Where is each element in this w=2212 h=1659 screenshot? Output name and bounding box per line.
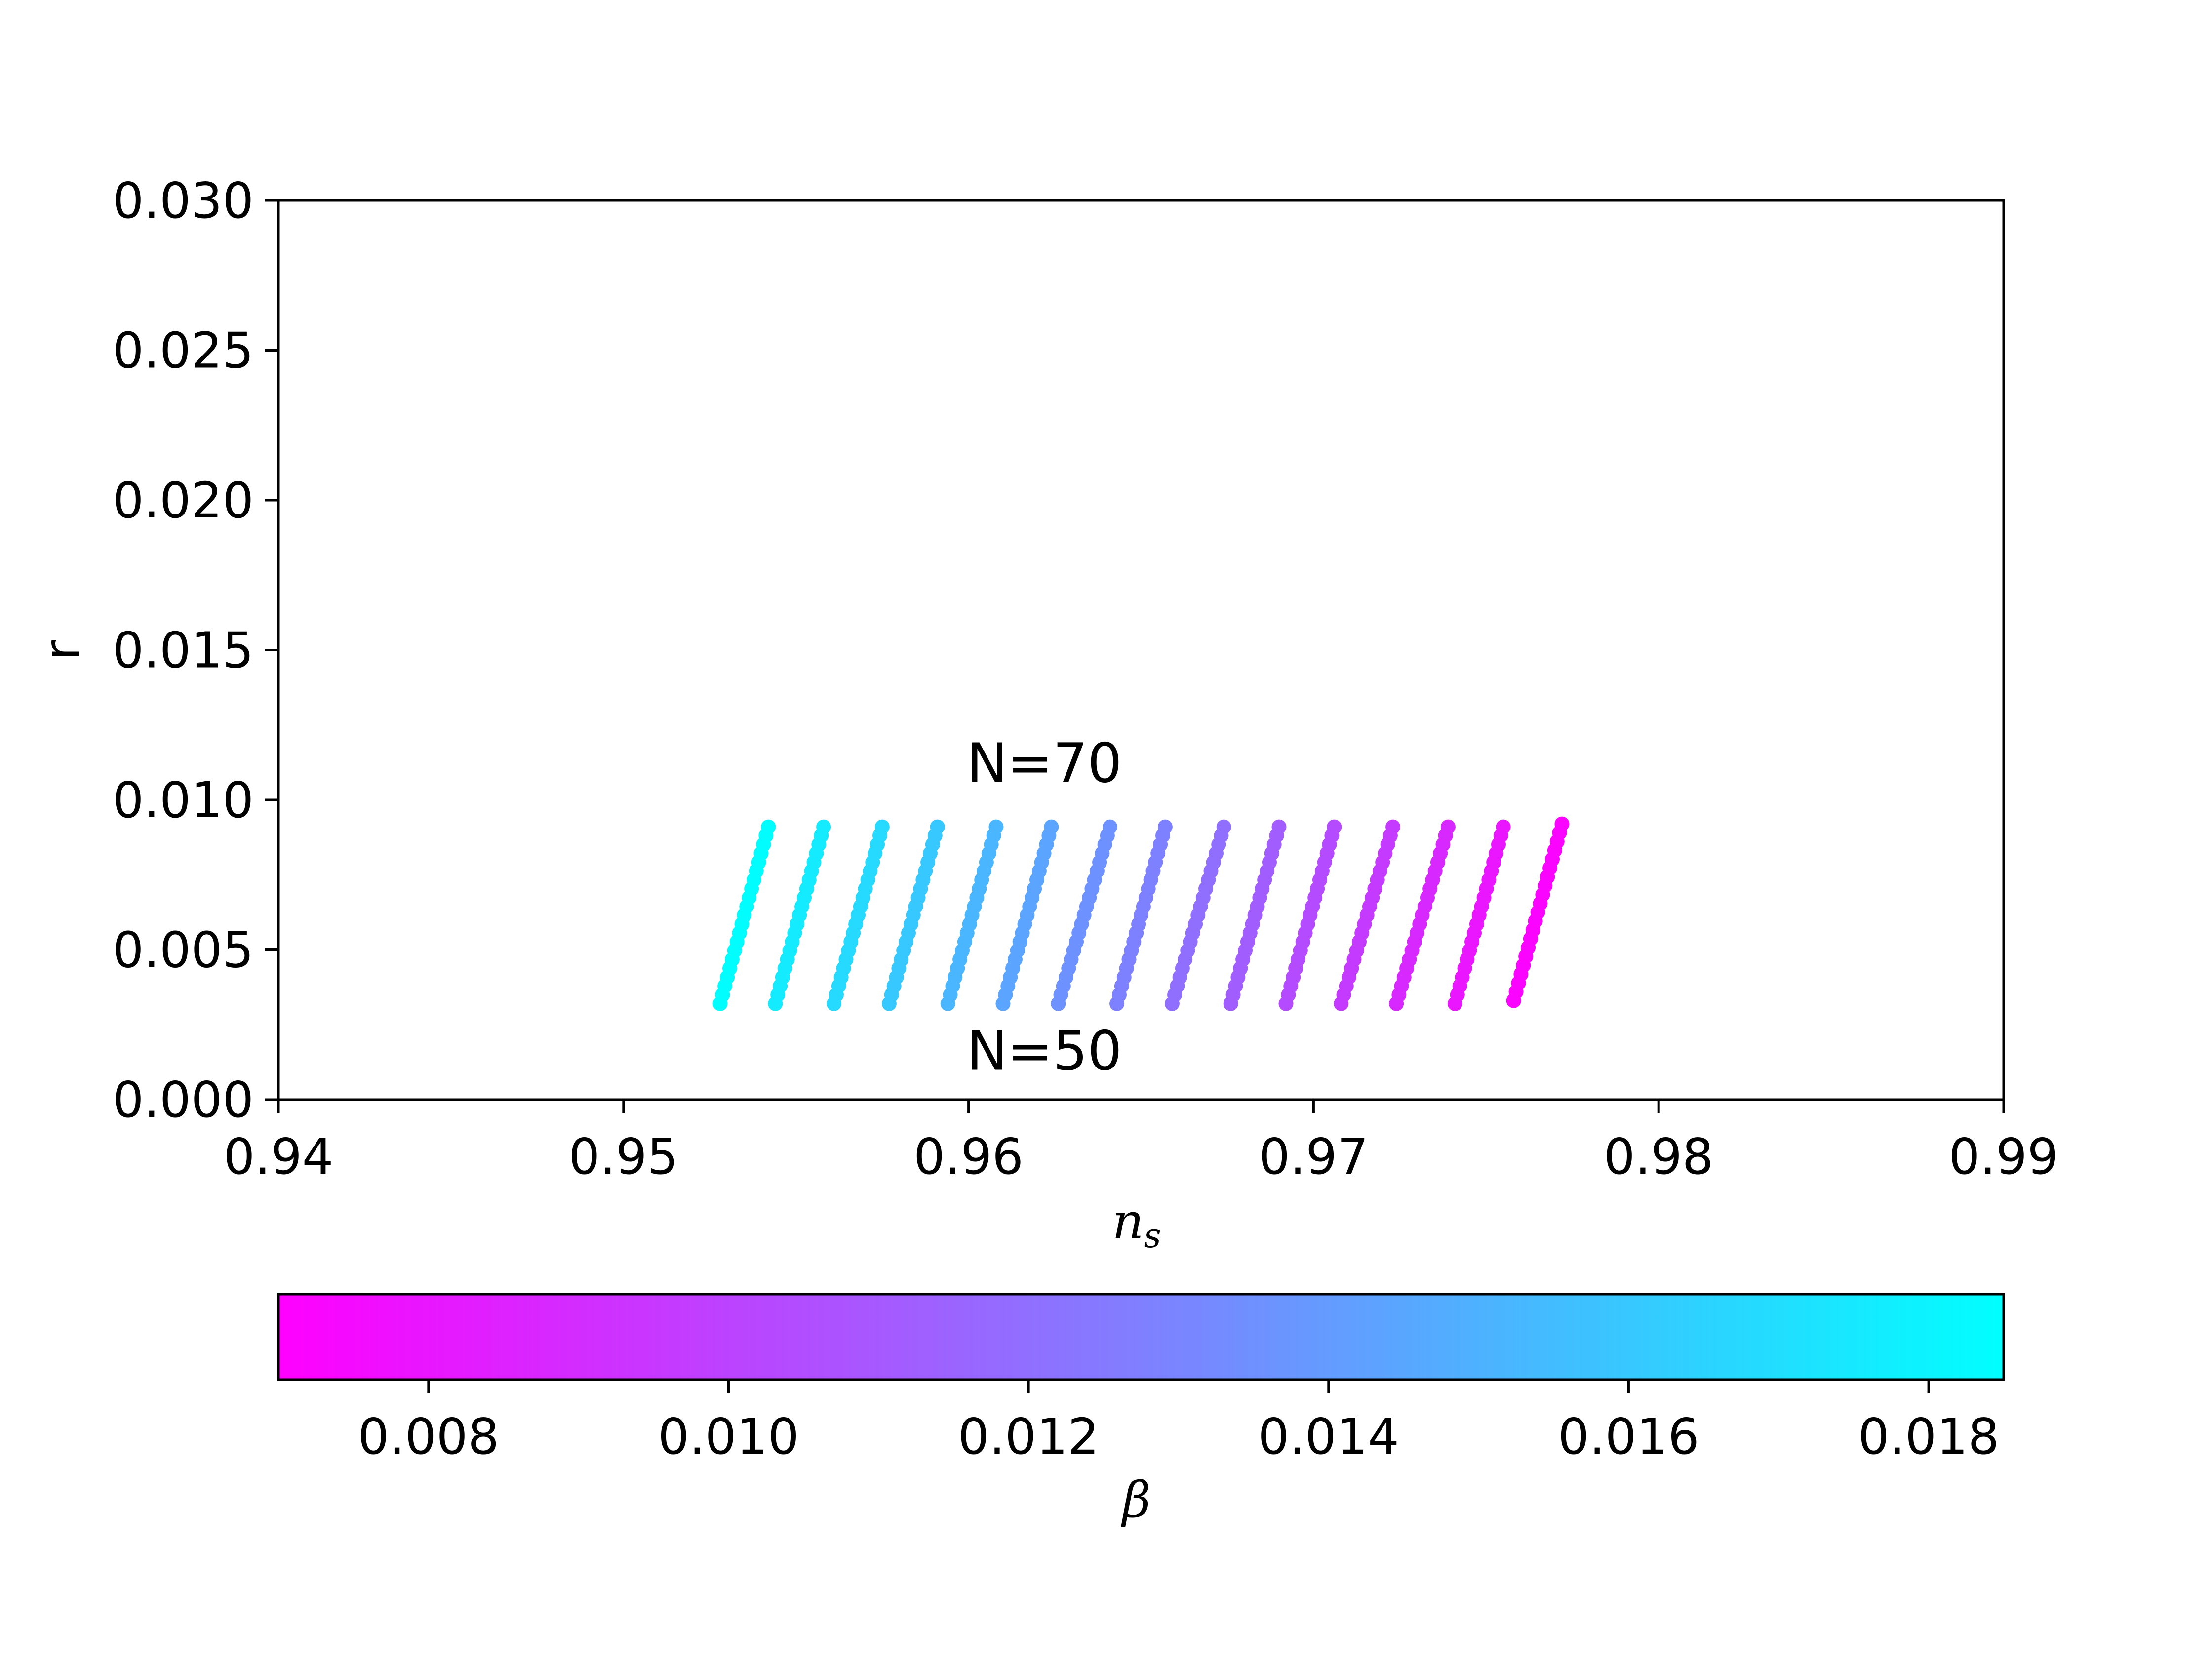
data-point xyxy=(761,819,776,834)
colorbar-tick-label: 0.018 xyxy=(1858,1408,1999,1465)
data-point xyxy=(816,819,831,834)
data-point xyxy=(1385,819,1401,834)
series-beta-7 xyxy=(1109,819,1173,1011)
colorbar-frame xyxy=(277,1293,2005,1381)
plot-area xyxy=(278,200,2004,1100)
y-tick-label: 0.025 xyxy=(113,322,254,380)
colorbar-tick-label: 0.014 xyxy=(1258,1408,1399,1465)
data-point xyxy=(1440,819,1456,834)
data-point xyxy=(930,819,945,834)
series-beta-8 xyxy=(1164,819,1231,1011)
series-beta-9 xyxy=(1223,819,1287,1011)
data-point xyxy=(1327,819,1342,834)
series-beta-4 xyxy=(940,819,1004,1011)
colorbar-tick-label: 0.012 xyxy=(958,1408,1099,1465)
data-point xyxy=(874,819,890,834)
y-tick-label: 0.020 xyxy=(113,472,254,529)
series-beta-11 xyxy=(1334,819,1401,1011)
x-tick-label: 0.97 xyxy=(1259,1128,1369,1185)
y-tick-label: 0.030 xyxy=(113,172,254,230)
annotations-layer: N=70 N=50 xyxy=(967,732,1122,1083)
series-beta-5 xyxy=(995,819,1059,1011)
x-axis-ticks: 0.94 0.95 0.96 0.97 0.98 0.99 xyxy=(224,1100,2059,1185)
y-tick-label: 0.015 xyxy=(113,622,254,679)
data-point xyxy=(1044,819,1059,834)
y-axis-label: r xyxy=(33,640,91,661)
series-beta-10 xyxy=(1278,819,1342,1011)
series-beta-14 xyxy=(1506,816,1570,1008)
colorbar-label: β xyxy=(1120,1471,1151,1529)
series-beta-6 xyxy=(1051,819,1118,1011)
colorbar-ticks: 0.008 0.010 0.012 0.014 0.016 0.018 xyxy=(358,1380,1999,1465)
x-tick-label: 0.95 xyxy=(568,1128,678,1185)
y-tick-label: 0.010 xyxy=(113,771,254,829)
x-axis-label: ns xyxy=(1112,1192,1161,1256)
x-tick-label: 0.99 xyxy=(1949,1128,2059,1185)
series-beta-12 xyxy=(1389,819,1456,1011)
x-axis-label-main: n xyxy=(1112,1192,1144,1250)
series-beta-2 xyxy=(827,819,890,1011)
y-tick-label: 0.005 xyxy=(113,921,254,979)
y-axis-ticks: 0.000 0.005 0.010 0.015 0.020 0.025 0.030 xyxy=(113,172,278,1129)
scatter-points-layer xyxy=(712,816,1570,1011)
x-tick-label: 0.98 xyxy=(1604,1128,1714,1185)
data-point xyxy=(1496,819,1511,834)
data-point xyxy=(988,819,1004,834)
annotation-label: N=70 xyxy=(967,732,1122,795)
colorbar-tick-label: 0.008 xyxy=(358,1408,499,1465)
data-point xyxy=(1103,819,1118,834)
y-tick-label: 0.000 xyxy=(113,1071,254,1129)
data-point xyxy=(1216,819,1231,834)
colorbar-gradient xyxy=(278,1294,2004,1380)
series-beta-13 xyxy=(1447,819,1511,1011)
x-axis-label-subscript: s xyxy=(1144,1217,1161,1256)
data-point xyxy=(1554,816,1570,831)
colorbar-tick-label: 0.010 xyxy=(658,1408,799,1465)
series-beta-0 xyxy=(712,819,776,1011)
series-beta-1 xyxy=(768,819,831,1011)
colorbar-tick-label: 0.016 xyxy=(1558,1408,1699,1465)
x-tick-label: 0.96 xyxy=(913,1128,1024,1185)
data-point xyxy=(1271,819,1287,834)
annotation-label: N=50 xyxy=(967,1019,1122,1082)
x-tick-label: 0.94 xyxy=(224,1128,334,1185)
data-point xyxy=(1157,819,1173,834)
series-beta-3 xyxy=(881,819,945,1011)
